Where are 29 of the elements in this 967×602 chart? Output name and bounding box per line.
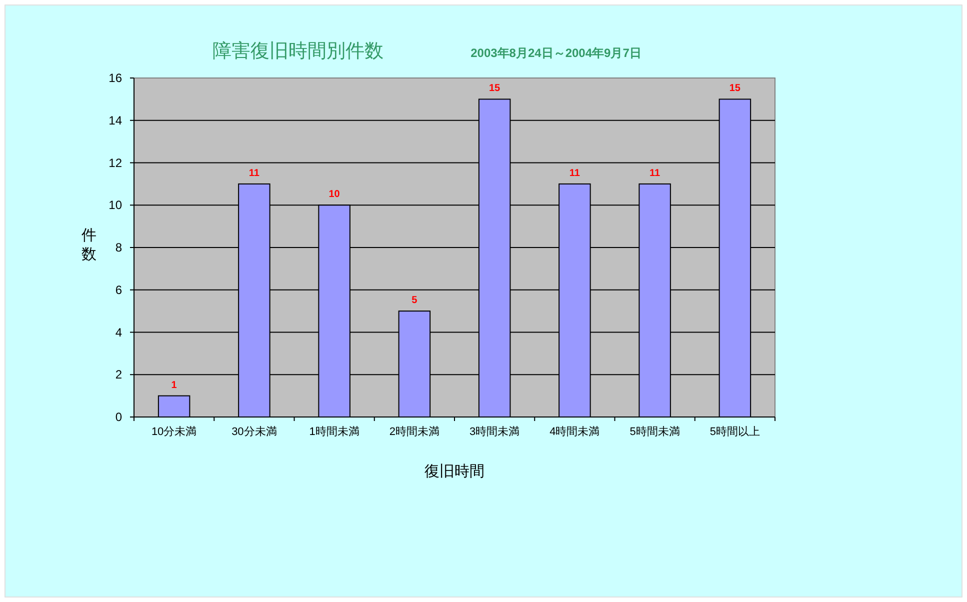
y-tick-label: 4 — [115, 325, 122, 340]
y-tick-label: 16 — [108, 71, 122, 85]
chart-subtitle: 2003年8月24日～2004年9月7日 — [470, 46, 642, 60]
y-tick-label: 12 — [108, 156, 122, 170]
x-axis-title: 復旧時間 — [424, 463, 484, 480]
data-label: 10 — [328, 189, 340, 200]
data-label: 15 — [489, 83, 501, 94]
y-axis-title: 件数 — [82, 227, 96, 263]
x-tick-label: 1時間未満 — [309, 425, 360, 438]
x-tick-label: 3時間未満 — [470, 425, 520, 438]
data-label: 11 — [248, 168, 260, 179]
x-tick-label: 5時間未満 — [630, 425, 680, 438]
data-label: 11 — [569, 168, 580, 179]
x-tick-label: 4時間未満 — [550, 425, 600, 438]
data-label: 1 — [171, 380, 178, 391]
y-tick-label: 0 — [115, 410, 122, 424]
x-tick-label: 5時間以上 — [710, 425, 760, 438]
data-label: 11 — [650, 168, 661, 179]
data-label: 15 — [729, 83, 741, 94]
x-tick-label: 2時間未満 — [389, 425, 440, 438]
y-tick-label: 14 — [108, 113, 122, 128]
y-tick-label: 2 — [115, 368, 122, 382]
data-label: 5 — [412, 295, 418, 306]
y-tick-label: 6 — [115, 282, 122, 297]
chart-title: 障害復旧時間別件数 — [212, 40, 384, 62]
x-tick-label: 10分未満 — [151, 425, 197, 438]
x-tick-label: 30分未満 — [232, 425, 277, 438]
y-tick-label: 10 — [108, 198, 122, 212]
y-tick-label: 8 — [115, 240, 122, 254]
